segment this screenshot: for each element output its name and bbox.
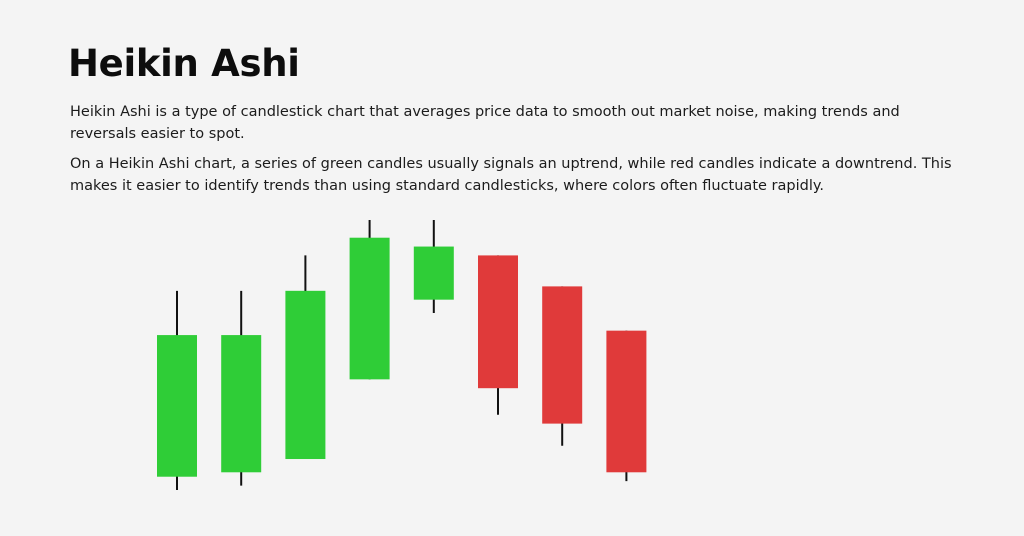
candle-6-body: [478, 255, 518, 389]
candle-4-body: [349, 237, 390, 380]
explanation-paragraph: On a Heikin Ashi chart, a series of gree…: [70, 156, 952, 194]
candle-5-up: [413, 220, 454, 313]
candle-2-body: [221, 335, 262, 473]
page-title: Heikin Ashi: [68, 42, 300, 85]
candle-2-up: [221, 290, 262, 486]
candle-4-up: [349, 220, 390, 380]
candle-5-body: [413, 246, 454, 300]
candle-1-body: [157, 335, 197, 477]
candle-6-down: [478, 255, 518, 415]
candle-3-up: [285, 255, 326, 460]
candle-7-down: [542, 286, 583, 446]
intro-paragraph: Heikin Ashi is a type of candlestick cha…: [70, 104, 900, 142]
candle-8-down: [606, 330, 647, 482]
candle-8-body: [606, 330, 647, 473]
candle-7-body: [542, 286, 583, 424]
candle-3-body: [285, 290, 326, 460]
candle-1-up: [157, 290, 197, 490]
